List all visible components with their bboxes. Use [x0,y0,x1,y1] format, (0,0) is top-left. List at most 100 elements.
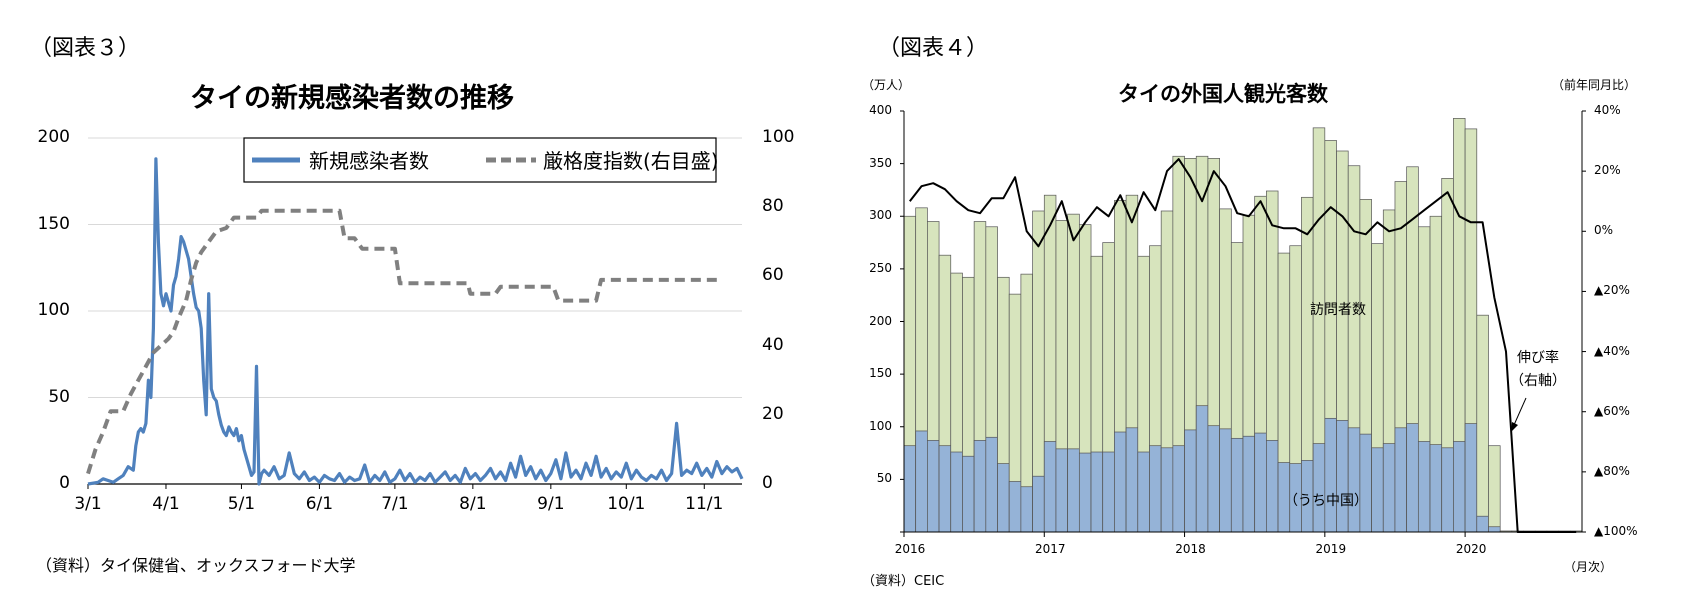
left-x-tick: 5/1 [227,494,256,514]
right-y-left-tick: 350 [869,155,892,170]
right-x-tick: 2016 [894,542,926,556]
right-bars [903,118,1583,533]
right-bar-china [1266,440,1279,533]
left-x-tick: 11/1 [685,494,724,514]
right-y-left-tick: 200 [869,313,892,328]
left-series-lines [86,157,744,486]
right-bar-china [1453,441,1466,533]
right-bar-total [1476,314,1489,533]
right-x-tick: 2019 [1315,542,1347,556]
right-bar-china [1429,444,1443,533]
right-bar-china [1324,417,1337,533]
left-chart-title: タイの新規感染者数の推移 [190,83,514,114]
right-bar-china [1394,427,1408,533]
right-bar-china [1078,452,1092,533]
right-annotation-growth-1: 伸び率 [1517,350,1559,366]
right-bar-china [1184,429,1197,533]
left-legend: 新規感染者数 厳格度指数(右目盛) [243,137,719,183]
left-legend-label-stringency: 厳格度指数(右目盛) [543,149,719,173]
left-y-left-tick: 150 [37,213,70,234]
right-y-right-tick: ▲20% [1594,283,1630,298]
right-bar-china [1382,443,1396,533]
right-annotation-total: 訪問者数 [1310,302,1366,318]
right-month-label: （月次） [1564,560,1613,574]
right-y-left-tick: 250 [869,260,892,275]
right-bar-china [1488,526,1501,533]
left-y-left-tick: 0 [59,473,70,493]
right-bar-china [950,451,963,533]
right-bar-china [1347,427,1361,533]
left-legend-label-cases: 新規感染者数 [309,149,429,173]
left-x-tick: 8/1 [459,494,487,514]
right-y-right-tick: ▲40% [1594,343,1630,358]
right-y-left-tick: 150 [869,366,892,381]
left-y-right-tick: 100 [762,127,795,147]
right-source-note: （資料）CEIC [862,574,945,589]
right-bar-china [1441,447,1454,533]
right-y-right-unit: （前年同月比） [1552,78,1637,92]
right-y-right-tick: 0% [1594,223,1614,238]
right-x-tick: 2018 [1175,542,1206,556]
right-bar-china [1137,451,1150,533]
right-bar-china [1160,447,1174,533]
left-source-note: （資料）タイ保健省、オックスフォード大学 [36,556,356,575]
right-bar-china [1114,431,1127,533]
left-series-stringency-line [86,208,717,475]
right-bar-china [1371,447,1384,533]
right-annotation-growth-2: （右軸） [1510,373,1566,389]
right-bar-china [1149,445,1162,533]
left-x-tick: 6/1 [305,494,334,514]
right-bar-china [973,440,987,533]
right-bar-china [1219,428,1232,533]
left-y-right-tick: 80 [762,196,784,217]
right-annotation-china: （うち中国） [1284,493,1368,509]
right-y-left-tick: 400 [869,103,892,117]
left-y-right-tick: 40 [762,334,784,355]
left-x-tick: 3/1 [74,494,102,514]
left-y-right-tick: 0 [762,473,773,493]
right-bar-china [1242,435,1256,533]
left-figure-label: （図表３） [30,36,141,61]
left-x-tick: 4/1 [152,494,180,514]
right-bar-china [915,430,928,533]
right-bar-china [1055,448,1069,533]
left-x-tick: 9/1 [537,494,565,514]
right-bar-china [1417,441,1431,533]
left-y-left-tick: 100 [37,300,70,320]
right-bar-china [1406,423,1419,533]
right-y-right-tick: 20% [1594,163,1621,178]
right-y-right-tick: ▲60% [1594,403,1630,418]
right-bar-china [985,436,998,533]
right-bar-china [1125,427,1139,533]
left-series-cases-line [87,157,744,486]
right-growth-line [909,158,1577,533]
right-bar-china [1067,448,1080,533]
right-x-tick: 2017 [1034,542,1066,556]
right-bar-china [1008,481,1022,533]
right-annotation-arrow [1511,397,1527,432]
left-y-left-tick: 200 [37,127,70,147]
right-figure-label: （図表４） [878,36,989,61]
left-x-tick: 10/1 [607,494,646,514]
right-x-tick: 2020 [1455,542,1487,556]
right-bar-china [997,463,1010,533]
right-bar-china [1476,515,1489,533]
left-y-left-tick: 50 [48,386,70,407]
right-y-left-tick: 300 [869,208,892,223]
right-bar-china [1195,405,1209,533]
right-bar-china [1230,437,1244,533]
right-bar-china [1090,451,1104,533]
right-y-right-tick: 40% [1594,103,1621,117]
right-bar-china [1172,445,1185,533]
right-y-left-unit: （万人） [862,78,911,92]
left-x-tick: 7/1 [381,494,409,514]
left-y-right-tick: 60 [762,265,784,286]
right-bar-china [1020,486,1033,533]
right-bar-china [962,455,975,533]
right-axes [900,110,1586,537]
right-bar-china [1102,451,1115,533]
right-y-right-tick: ▲80% [1594,463,1630,478]
left-y-right-tick: 20 [762,403,784,424]
